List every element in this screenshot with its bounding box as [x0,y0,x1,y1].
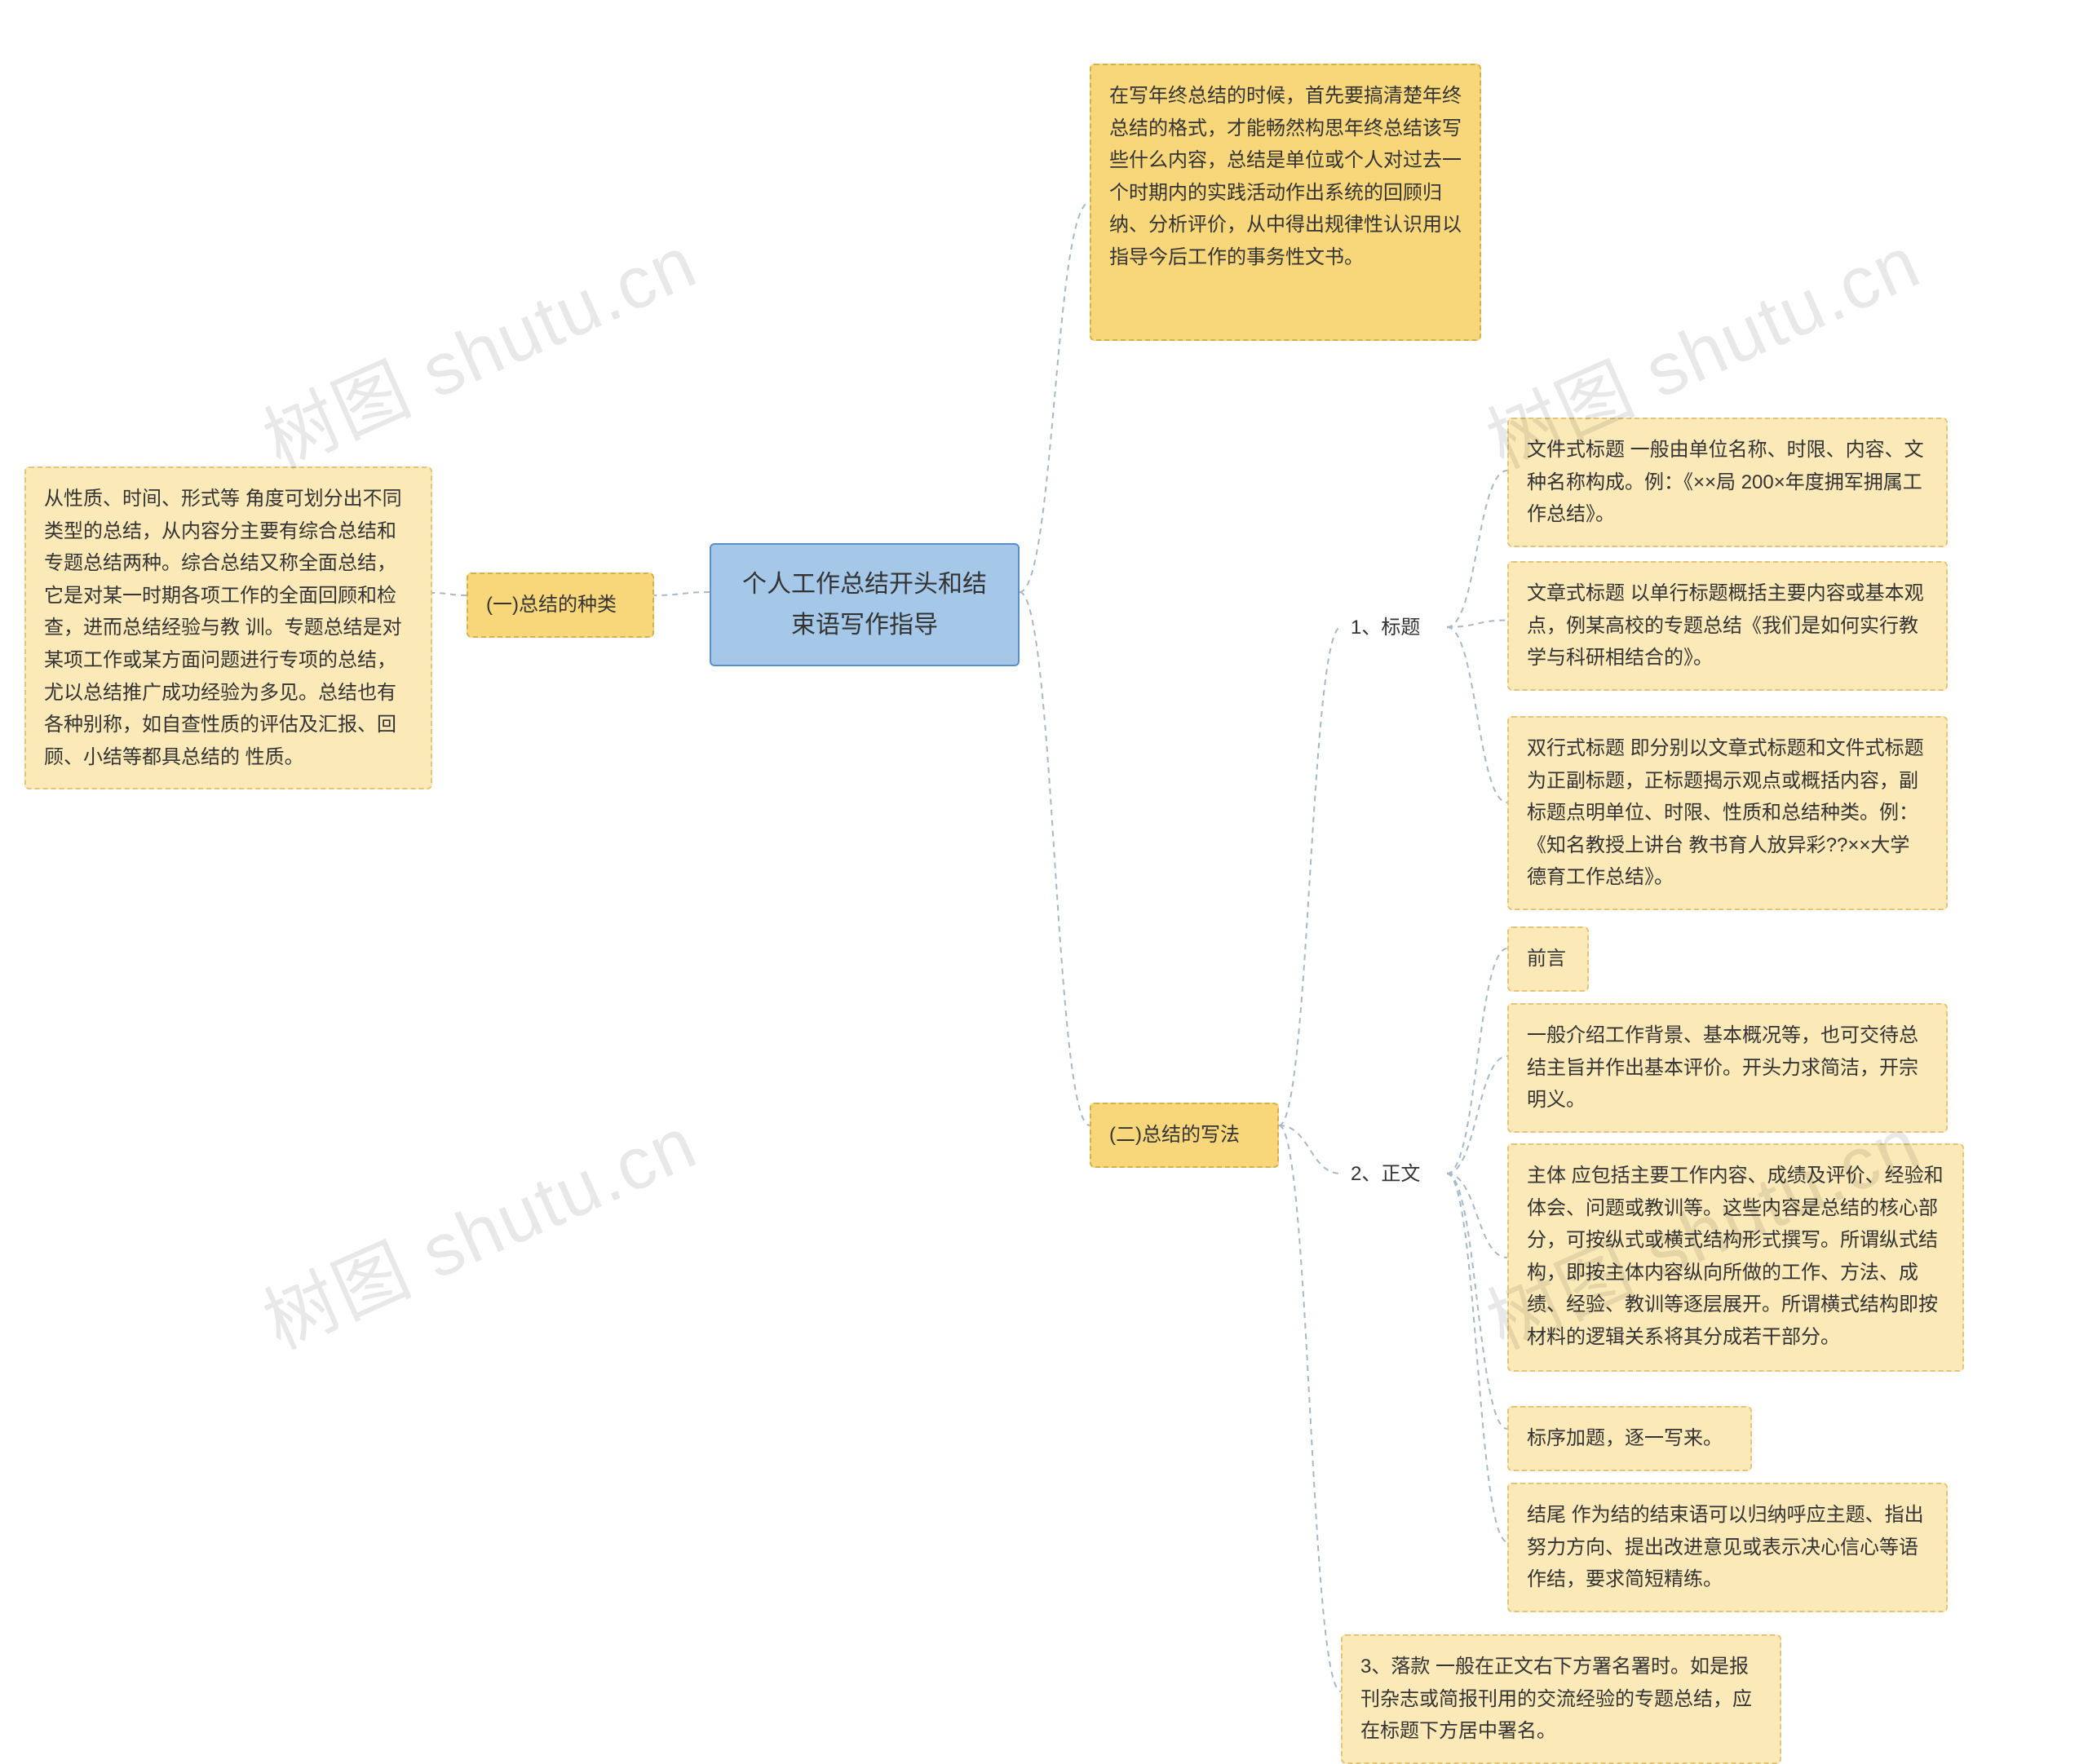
text-b-node: 一般介绍工作背景、基本概况等，也可交待总结主旨并作出基本评价。开头力求简洁，开宗… [1507,1003,1948,1133]
text-e-node: 结尾 作为结的结束语可以归纳呼应主题、指出努力方向、提出改进意见或表示决心信心等… [1507,1483,1948,1612]
text-c-node: 主体 应包括主要工作内容、成绩及评价、经验和体会、问题或教训等。这些内容是总结的… [1507,1143,1964,1372]
title-label-node: 1、标题 [1341,605,1447,651]
type-body-node: 从性质、时间、形式等 角度可划分出不同类型的总结，从内容分主要有综合总结和专题总… [24,466,432,789]
root-node: 个人工作总结开头和结束语写作指导 [710,543,1020,666]
text-d-node: 标序加题，逐一写来。 [1507,1406,1752,1471]
title-a-node: 文件式标题 一般由单位名称、时限、内容、文种名称构成。例：《××局 200×年度… [1507,418,1948,547]
type-label-node: (一)总结的种类 [467,573,654,638]
intro-node: 在写年终总结的时候，首先要搞清楚年终总结的格式，才能畅然构思年终总结该写些什么内… [1090,64,1481,341]
text-a-node: 前言 [1507,926,1589,992]
text-label-node: 2、正文 [1341,1152,1447,1197]
watermark: 树图 shutu.cn [245,203,710,488]
title-c-node: 双行式标题 即分别以文章式标题和文件式标题为正副标题，正标题揭示观点或概括内容，… [1507,716,1948,910]
method-label-node: (二)总结的写法 [1090,1103,1279,1168]
title-b-node: 文章式标题 以单行标题概括主要内容或基本观点，例某高校的专题总结《我们是如何实行… [1507,561,1948,691]
watermark: 树图 shutu.cn [245,1084,710,1368]
sign-node: 3、落款 一般在正文右下方署名署时。如是报刊杂志或简报刊用的交流经验的专题总结，… [1341,1634,1781,1764]
